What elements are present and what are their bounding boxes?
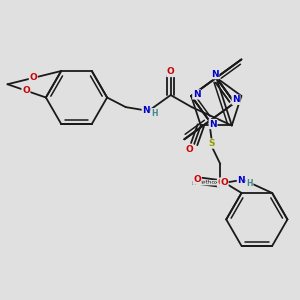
Text: N: N [211,70,219,79]
Text: O: O [186,145,194,154]
Text: O: O [193,175,201,184]
Text: O: O [218,178,225,187]
Text: N: N [193,90,200,99]
Text: H: H [246,179,253,188]
Text: O: O [220,178,228,187]
Text: N: N [209,119,217,128]
Text: methoxy: methoxy [196,180,222,185]
Text: N: N [142,106,150,115]
Text: N: N [237,176,245,185]
Text: methoxy: methoxy [202,182,214,186]
Text: N: N [232,95,240,104]
Text: methoxy: methoxy [191,180,222,186]
Text: O: O [29,74,37,82]
Text: S: S [208,139,215,148]
Text: H: H [151,109,158,118]
Text: O: O [167,68,175,76]
Text: O: O [22,86,30,95]
